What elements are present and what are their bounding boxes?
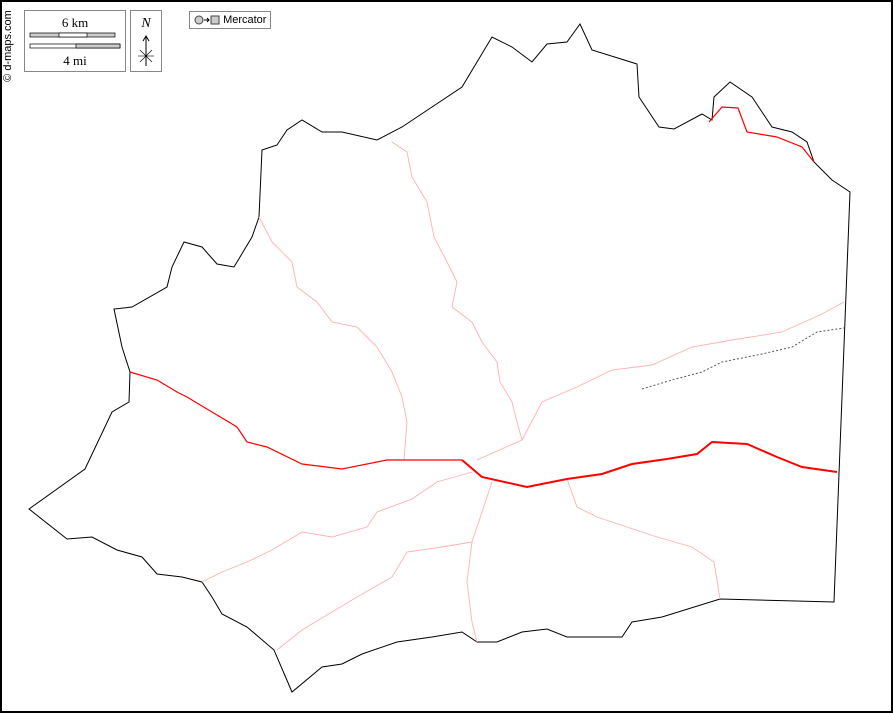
- region-boundary: [28, 23, 851, 693]
- river-northeast: [708, 106, 815, 163]
- scale-bar: 6 km 4 mi: [24, 10, 126, 72]
- compass-icon: [138, 35, 154, 66]
- copyright-credit: © d-maps.com: [2, 10, 14, 82]
- tributary: [521, 301, 845, 441]
- river-main: [461, 440, 838, 489]
- international-border-dotted: [641, 327, 845, 390]
- north-label: N: [141, 16, 151, 31]
- scale-mi-label: 4 mi: [63, 53, 87, 68]
- tributary: [391, 141, 523, 461]
- projection-label: Mercator: [189, 11, 272, 29]
- projection-name: Mercator: [223, 14, 267, 26]
- north-arrow: N: [130, 10, 162, 72]
- tributary: [466, 481, 493, 643]
- circle-to-square-icon: [194, 15, 220, 25]
- river-west: [129, 371, 462, 470]
- tributary: [276, 541, 473, 651]
- scale-km-label: 6 km: [61, 15, 89, 30]
- scale-bars: [29, 32, 121, 49]
- tributaries: [201, 141, 845, 651]
- tributary: [258, 216, 408, 461]
- tributary: [201, 471, 473, 583]
- tributary: [566, 478, 721, 600]
